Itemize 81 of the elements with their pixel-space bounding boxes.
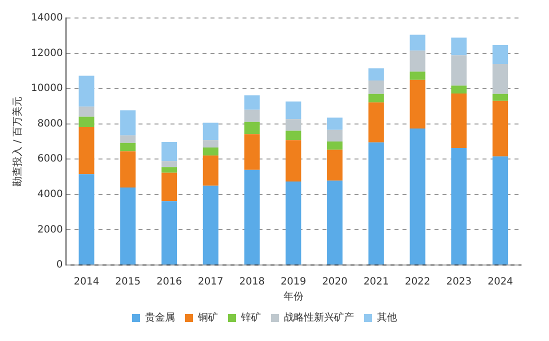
bar — [451, 86, 467, 94]
bar — [286, 140, 302, 182]
bar — [162, 167, 178, 173]
bar — [492, 44, 508, 64]
bar — [202, 140, 218, 148]
bar — [286, 182, 302, 264]
bar — [202, 186, 218, 264]
bar — [244, 122, 260, 134]
x-tick-label: 2023 — [446, 276, 472, 288]
bar — [327, 180, 343, 264]
bar — [451, 38, 467, 56]
bar — [244, 95, 260, 110]
bar — [368, 94, 384, 102]
legend-label: 锌矿 — [240, 312, 261, 324]
bar — [410, 72, 426, 80]
y-tick-label: 4000 — [37, 189, 63, 200]
bar — [492, 100, 508, 156]
x-tick-label: 2014 — [74, 276, 100, 288]
bar — [451, 148, 467, 264]
legend-label: 其他 — [377, 312, 397, 324]
bar — [202, 148, 218, 156]
y-axis-title: 勘查投入 / 百万美元 — [12, 96, 24, 186]
bar — [368, 68, 384, 80]
bar — [244, 170, 260, 264]
bar — [368, 80, 384, 94]
y-tick-label: 12000 — [31, 48, 63, 59]
bar — [120, 110, 136, 136]
bar — [202, 122, 218, 140]
bar — [78, 76, 94, 107]
bar — [327, 150, 343, 181]
bar — [120, 151, 136, 188]
bar — [492, 64, 508, 94]
x-axis-title: 年份 — [283, 290, 304, 303]
legend-label: 贵金属 — [145, 312, 175, 324]
x-tick-label: 2024 — [488, 276, 514, 288]
bar — [244, 134, 260, 170]
bar — [120, 142, 136, 152]
bar — [451, 94, 467, 148]
bar — [451, 55, 467, 86]
x-tick-label: 2018 — [239, 276, 265, 288]
bar — [120, 188, 136, 264]
x-tick-label: 2015 — [115, 276, 141, 288]
bar — [410, 34, 426, 51]
bar — [162, 142, 178, 162]
bar — [492, 156, 508, 264]
bar — [327, 130, 343, 142]
bar — [327, 118, 343, 130]
bar — [162, 172, 178, 202]
bar — [162, 161, 178, 168]
bar — [162, 201, 178, 264]
bar — [120, 135, 136, 143]
x-tick-label: 2016 — [156, 276, 182, 288]
bar — [78, 127, 94, 174]
x-tick-label: 2021 — [363, 276, 389, 288]
bar — [410, 50, 426, 72]
bar — [410, 80, 426, 128]
bar — [286, 130, 302, 140]
x-tick-label: 2019 — [280, 276, 306, 288]
bar — [244, 110, 260, 122]
bar — [286, 119, 302, 131]
bar — [410, 128, 426, 264]
x-tick-label: 2017 — [198, 276, 224, 288]
y-tick-label: 10000 — [31, 83, 63, 94]
bar — [78, 116, 94, 128]
bar — [368, 102, 384, 142]
bar — [286, 101, 302, 120]
x-tick-label: 2020 — [322, 276, 348, 288]
legend-label: 战略性新兴矿产 — [284, 312, 354, 324]
bar — [327, 142, 343, 150]
y-tick-label: 6000 — [37, 154, 63, 165]
legend-label: 铜矿 — [197, 312, 218, 324]
y-tick-label: 14000 — [31, 12, 63, 24]
y-tick-label: 8000 — [37, 118, 63, 130]
bar — [368, 142, 384, 264]
y-tick-label: 2000 — [37, 224, 63, 236]
y-tick-label: 0 — [56, 260, 63, 271]
bar — [492, 94, 508, 101]
bar — [78, 174, 94, 264]
bar — [202, 155, 218, 186]
x-tick-label: 2022 — [404, 276, 430, 288]
bar — [78, 106, 94, 117]
